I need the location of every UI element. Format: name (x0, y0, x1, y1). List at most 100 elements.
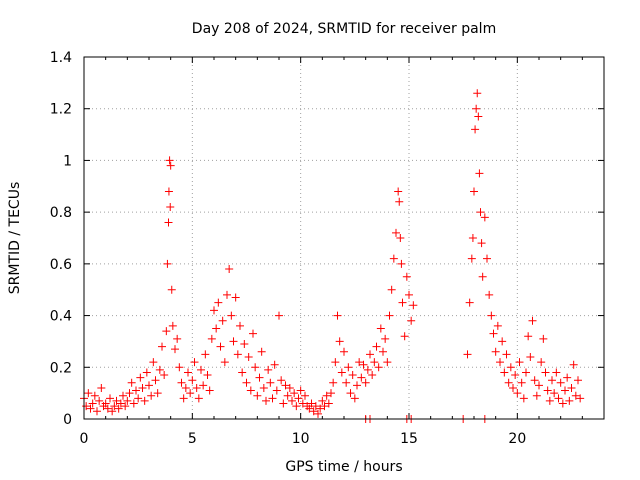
data-point (394, 187, 403, 196)
y-tick-label: 1 (63, 153, 72, 169)
data-point (165, 156, 174, 165)
data-point (210, 306, 218, 315)
data-point (552, 368, 561, 377)
data-point (348, 371, 357, 380)
data-point (569, 360, 578, 369)
data-point (140, 396, 149, 405)
x-axis-label: GPS time / hours (285, 459, 402, 475)
data-point (125, 389, 134, 398)
data-point (405, 290, 413, 299)
data-point (93, 407, 101, 416)
data-point (147, 391, 156, 400)
data-point (164, 187, 173, 196)
data-point (576, 394, 585, 403)
x-tick-label: 10 (292, 431, 310, 447)
data-point (363, 365, 372, 374)
data-point (101, 399, 110, 408)
data-point (177, 378, 186, 387)
data-point (543, 386, 552, 395)
data-point (513, 389, 522, 398)
data-point (333, 311, 342, 320)
data-point (290, 389, 299, 398)
data-point (162, 327, 171, 336)
data-point (246, 386, 255, 395)
data-point (471, 125, 480, 134)
data-point (134, 394, 143, 403)
data-point (554, 394, 563, 403)
data-point (314, 409, 322, 418)
data-point (463, 350, 472, 359)
data-point (374, 363, 383, 372)
data-point (361, 378, 370, 387)
data-point (259, 383, 268, 392)
data-point (392, 228, 400, 237)
y-tick-label: 1.2 (50, 102, 72, 118)
data-point (205, 386, 214, 395)
data-point (264, 365, 273, 374)
data-point (366, 350, 374, 359)
data-point (285, 383, 294, 392)
data-point (470, 187, 478, 196)
data-point (84, 389, 93, 398)
data-point (571, 391, 580, 400)
data-point (491, 347, 500, 356)
grid-lines (84, 57, 604, 419)
data-point (397, 259, 406, 268)
data-point (216, 342, 225, 351)
data-point (197, 365, 205, 374)
data-point (272, 386, 281, 395)
data-point (530, 376, 539, 385)
data-point (136, 373, 145, 382)
data-point (199, 381, 208, 390)
data-point (473, 89, 482, 98)
chart-title: Day 208 of 2024, SRMTID for receiver pal… (192, 21, 496, 37)
data-point (121, 402, 130, 411)
y-tick-label: 0.2 (50, 360, 72, 376)
data-point (487, 311, 496, 320)
x-tick-label: 20 (508, 431, 526, 447)
data-point (106, 394, 114, 403)
data-point (370, 358, 379, 367)
data-point (509, 383, 517, 392)
data-point (368, 371, 377, 380)
data-point (192, 383, 201, 392)
data-point (409, 301, 418, 310)
data-point (407, 316, 416, 325)
data-point (381, 334, 390, 343)
data-point (288, 396, 296, 405)
data-point (545, 396, 554, 405)
data-point (236, 321, 244, 330)
data-point (483, 254, 491, 263)
data-point (340, 347, 348, 356)
data-point (207, 334, 216, 343)
data-point (201, 350, 210, 359)
data-point (379, 347, 387, 356)
data-point (387, 285, 396, 294)
data-point (565, 396, 574, 405)
data-point (567, 383, 576, 392)
data-point (95, 396, 104, 405)
data-point (116, 399, 125, 408)
data-point (166, 161, 175, 170)
data-point (476, 208, 485, 217)
data-point (164, 218, 173, 227)
data-point (145, 381, 153, 390)
data-point (229, 337, 238, 346)
data-point (305, 404, 314, 413)
data-point (238, 368, 247, 377)
data-point (262, 396, 270, 405)
data-point (535, 381, 543, 390)
data-point (398, 298, 407, 307)
y-axis-label: SRMTID / TECUs (7, 182, 23, 295)
data-point (517, 378, 526, 387)
data-point (155, 365, 164, 374)
data-point (511, 371, 520, 380)
data-point (541, 368, 550, 377)
data-point (496, 358, 504, 367)
data-point (311, 402, 320, 411)
data-point (515, 358, 524, 367)
data-point (296, 386, 305, 395)
data-point (475, 169, 484, 178)
data-point (151, 376, 160, 385)
data-point (301, 391, 309, 400)
